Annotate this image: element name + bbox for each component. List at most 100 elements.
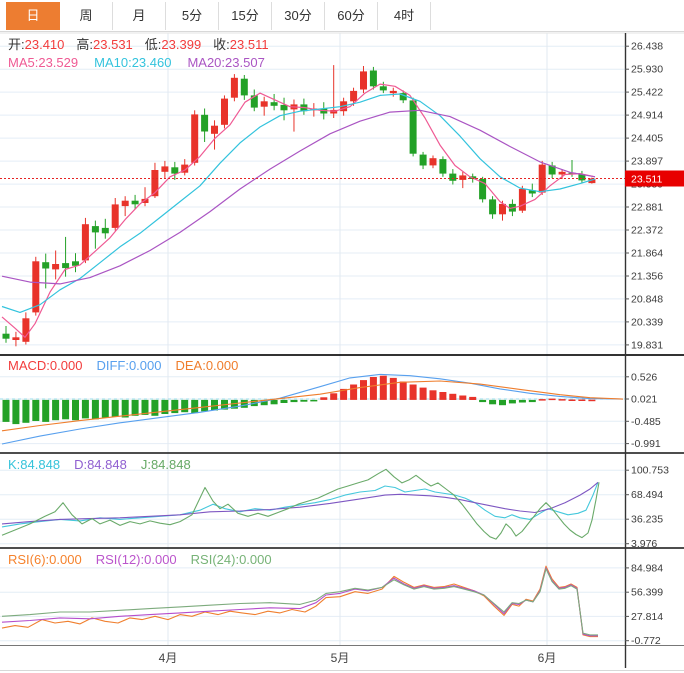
candle-body <box>131 200 139 205</box>
axis-tick-label: 19.831 <box>631 339 663 351</box>
candle-body <box>389 90 397 94</box>
macd-line-DIFF <box>1 373 624 445</box>
month-label: 4月 <box>159 651 178 665</box>
tab-60分[interactable]: 60分 <box>325 2 378 30</box>
candle-body <box>538 164 546 193</box>
axis-tick-label: 26.438 <box>631 41 663 53</box>
axis-tick-label: 23.897 <box>631 156 663 168</box>
kdj-line-J <box>1 468 600 540</box>
macd-bar <box>141 399 149 415</box>
candle-body <box>528 190 536 194</box>
tab-4时[interactable]: 4时 <box>378 2 431 30</box>
macd-bar <box>81 399 89 419</box>
macd-bar <box>449 393 457 400</box>
ma-line-MA5 <box>1 83 596 338</box>
svg-text:23.511: 23.511 <box>631 173 662 185</box>
candle-body <box>12 337 20 340</box>
candle-body <box>419 154 427 166</box>
macd-bar <box>2 399 10 422</box>
tab-日[interactable]: 日 <box>6 2 60 30</box>
macd-bar <box>389 377 397 400</box>
candle-body <box>32 261 40 313</box>
macd-bar <box>360 380 367 400</box>
axis-tick-label: 36.235 <box>631 514 663 526</box>
candle-body <box>280 104 288 111</box>
candle-body <box>151 170 159 197</box>
candle-body <box>2 333 10 339</box>
candle-body <box>221 98 228 125</box>
candle-body <box>399 93 407 101</box>
tab-5分[interactable]: 5分 <box>166 2 219 30</box>
tab-周[interactable]: 周 <box>60 2 113 30</box>
macd-bar <box>111 399 119 417</box>
ma-line-MA20 <box>1 109 596 285</box>
candle-body <box>201 114 209 132</box>
candle-body <box>211 125 218 134</box>
candle-body <box>499 203 506 215</box>
rsi-panel <box>1 565 598 638</box>
macd-bar <box>161 399 169 414</box>
macd-bar <box>340 388 348 400</box>
tab-月[interactable]: 月 <box>113 2 166 30</box>
candle-body <box>350 90 358 102</box>
tab-30分[interactable]: 30分 <box>272 2 325 30</box>
axis-tick-label: 22.881 <box>631 202 663 214</box>
candle-body <box>161 166 169 172</box>
rsi-line-RSI24 <box>1 568 598 636</box>
macd-bar <box>62 399 70 420</box>
candle-body <box>141 198 149 203</box>
candle-body <box>429 158 437 166</box>
candle-body <box>91 226 99 233</box>
y-axis: 26.43825.93025.42224.91424.40523.89723.3… <box>624 33 669 668</box>
x-axis-labels: 4月 5月 6月 <box>159 651 557 665</box>
macd-bar <box>558 399 566 401</box>
macd-bar <box>409 384 417 400</box>
axis-tick-label: 3.976 <box>631 538 657 550</box>
candle-body <box>369 70 377 87</box>
candle-body <box>191 114 199 163</box>
current-price-marker: 23.511 <box>625 170 684 187</box>
macd-bar <box>52 399 60 421</box>
candle-body <box>588 178 596 184</box>
macd-bar <box>459 395 467 400</box>
axis-tick-label: 24.405 <box>631 133 663 145</box>
candle-body <box>42 262 50 269</box>
candle-body <box>360 71 367 90</box>
candle-body <box>518 189 526 211</box>
candle-body <box>240 78 248 96</box>
period-tab-bar: 日周月 5分 15分 30分 60分 4时 <box>0 0 684 32</box>
macd-bar <box>290 399 298 403</box>
macd-bar <box>578 399 586 401</box>
candle-body <box>379 86 387 91</box>
macd-bar <box>330 393 338 400</box>
candle-body <box>181 164 189 173</box>
macd-bar <box>399 381 407 400</box>
macd-bar <box>171 399 179 414</box>
macd-bar <box>469 396 477 400</box>
macd-bar <box>300 399 308 402</box>
macd-bar <box>280 399 288 403</box>
macd-bar <box>489 399 497 405</box>
macd-bar <box>131 399 139 416</box>
axis-tick-label: 0.021 <box>631 394 657 406</box>
macd-bar <box>419 387 427 400</box>
macd-bar <box>42 399 50 422</box>
axis-tick-label: 20.848 <box>631 293 663 305</box>
macd-line-DEA <box>1 380 624 432</box>
candle-body <box>260 101 268 107</box>
axis-tick-label: 21.356 <box>631 271 663 283</box>
axis-tick-label: 24.914 <box>631 110 663 122</box>
candle-body <box>449 173 457 181</box>
macd-bar <box>538 399 546 401</box>
macd-bar <box>151 399 159 416</box>
macd-bar <box>429 390 437 400</box>
axis-tick-label: 0.526 <box>631 371 657 383</box>
candle-body <box>52 264 60 270</box>
macd-bar <box>91 399 99 420</box>
tab-15分[interactable]: 15分 <box>219 2 272 30</box>
candle-body <box>121 200 129 207</box>
candle-body <box>409 100 417 154</box>
